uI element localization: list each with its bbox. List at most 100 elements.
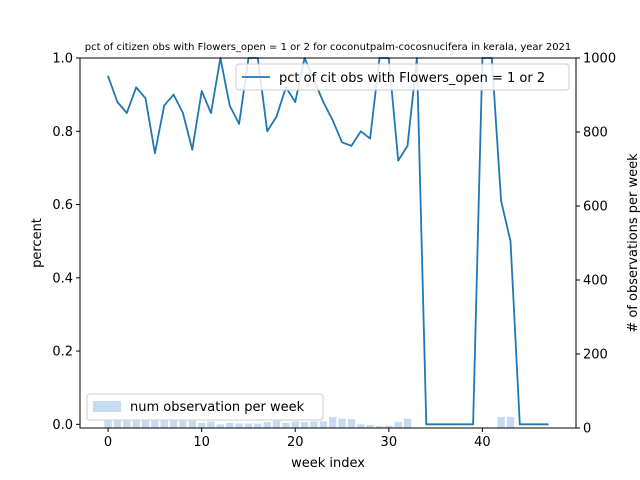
legend-line[interactable]: pct of cit obs with Flowers_open = 1 or … (235, 63, 570, 91)
bar-28 (366, 425, 374, 428)
bar-17 (263, 422, 271, 428)
bar-15 (244, 423, 253, 428)
line-point-2 (125, 112, 128, 114)
line-point-26 (350, 145, 353, 147)
y2-axis-label: # of observations per week (626, 153, 640, 333)
y-tick-label-5: 1.0 (52, 52, 73, 67)
line-point-8 (182, 112, 184, 114)
line-point-11 (210, 112, 212, 114)
bar-32 (403, 418, 412, 428)
line-point-31 (397, 159, 399, 162)
bar-0 (104, 419, 112, 428)
line-point-20 (294, 101, 297, 103)
y-axis-label: percent (30, 218, 45, 268)
y-tick-label-3: 0.6 (52, 198, 73, 213)
line-point-9 (191, 148, 194, 151)
line-point-13 (228, 104, 231, 107)
line-point-24 (331, 119, 334, 122)
bar-18 (272, 420, 281, 428)
bar-21 (300, 422, 309, 428)
bar-6 (160, 420, 168, 428)
line-point-44 (519, 423, 521, 426)
bar-10 (197, 422, 206, 428)
line-point-47 (547, 423, 549, 426)
x-tick-label-3: 30 (381, 435, 398, 450)
bar-9 (188, 420, 197, 428)
y-tick-label-0: 0.0 (52, 418, 73, 433)
line-point-23 (322, 101, 325, 103)
y2-tick-label-0: 0 (583, 422, 591, 437)
bar-31 (394, 422, 402, 428)
x-tick-label-1: 10 (193, 435, 210, 450)
chart-title: pct of citizen obs with Flowers_open = 1… (85, 42, 572, 53)
line-point-4 (144, 97, 147, 100)
bar-25 (338, 418, 346, 428)
line-point-5 (154, 152, 156, 155)
legend-line-box (235, 63, 570, 91)
bar-5 (151, 420, 159, 428)
x-axis-label: week index (291, 456, 365, 471)
line-point-37 (453, 423, 456, 426)
line-point-32 (406, 145, 409, 147)
y2-tick-label-5: 1000 (583, 52, 616, 67)
line-point-28 (369, 137, 371, 140)
y-tick-label-1: 0.2 (52, 345, 73, 360)
bar-11 (207, 421, 215, 428)
line-layer (107, 57, 549, 426)
line-point-1 (116, 101, 119, 103)
line-point-27 (359, 130, 362, 133)
x-tick-label-0: 0 (104, 435, 112, 450)
plot-frame (79, 57, 577, 429)
y-tick-label-4: 0.8 (52, 125, 73, 140)
line-point-3 (135, 86, 137, 89)
bar-20 (291, 421, 299, 428)
legend-bars-label: num observation per week (130, 400, 305, 415)
line-point-35 (434, 423, 437, 426)
bar-24 (328, 416, 337, 428)
bar-2 (123, 420, 131, 428)
bar-14 (235, 423, 243, 428)
y2-tick-label-3: 600 (583, 200, 608, 215)
bar-3 (132, 420, 140, 428)
bar-30 (385, 425, 393, 428)
x-tick-label-2: 20 (287, 435, 304, 450)
bar-43 (506, 416, 515, 428)
bar-16 (254, 423, 262, 428)
line-point-45 (528, 423, 531, 426)
legend-bars-swatch (93, 401, 121, 412)
line-point-46 (537, 423, 540, 426)
y2-tick-label-4: 800 (583, 126, 608, 141)
bar-23 (319, 421, 328, 428)
bar-4 (141, 420, 150, 428)
bar-13 (225, 422, 234, 428)
line-point-39 (472, 423, 474, 426)
legend-bars-box (86, 393, 324, 421)
line-point-0 (107, 75, 109, 78)
bar-22 (310, 421, 318, 428)
line-point-34 (425, 423, 428, 426)
bar-27 (357, 424, 365, 428)
bar-26 (347, 419, 356, 428)
bar-8 (179, 420, 187, 428)
bar-19 (282, 422, 290, 428)
bar-1 (113, 420, 122, 428)
line-point-10 (200, 90, 203, 92)
y2-tick-label-2: 400 (583, 274, 608, 289)
axes-layer: 0 10 20 30 40 0.0 0.2 0.4 0.6 0.8 1.0 0 200 400 600 800… (52, 52, 616, 451)
legend-bars[interactable]: num observation per week (86, 393, 324, 421)
legend-line-label: pct of cit obs with Flowers_open = 1 or … (279, 71, 545, 86)
line-point-6 (163, 104, 166, 107)
line-point-25 (341, 141, 343, 144)
bar-42 (497, 416, 505, 428)
line-point-36 (444, 423, 446, 426)
line-point-42 (500, 200, 502, 202)
line-point-14 (238, 123, 240, 125)
line-point-43 (509, 240, 512, 242)
bars-layer (104, 416, 515, 428)
y2-tick-label-1: 200 (583, 348, 608, 363)
x-tick-label-4: 40 (474, 435, 491, 450)
line-point-18 (275, 115, 278, 118)
bar-12 (216, 424, 225, 428)
series-line (107, 57, 548, 426)
